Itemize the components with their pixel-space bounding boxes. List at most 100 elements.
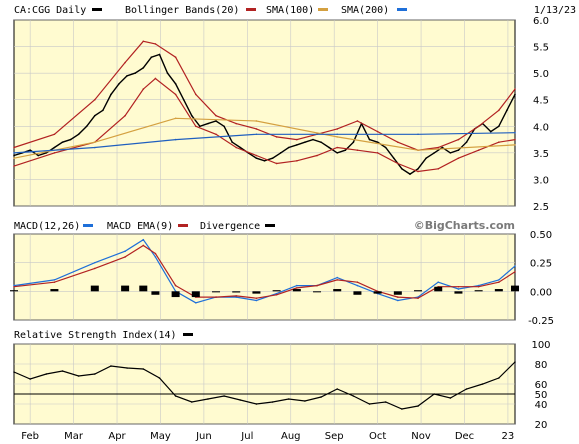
divergence-bar [474,290,483,292]
macd-label: MACD(12,26) [14,221,80,232]
divergence-bar [292,289,301,292]
data-point [142,368,145,370]
data-point [255,128,258,130]
data-point [356,281,359,283]
divergence-bar [90,285,99,292]
series-line [13,40,516,151]
sma100-label: SMA(100) [266,5,314,16]
x-tick-label: Jun [195,431,212,442]
data-point [457,138,460,141]
y-tick-label: 4.5 [533,96,549,107]
data-point [154,252,157,255]
divergence-bar [252,291,261,294]
x-tick-label: Mar [64,431,84,442]
data-point [376,130,379,133]
data-point [255,403,258,405]
data-point [417,405,419,407]
data-point [397,296,399,298]
data-point [336,276,339,279]
sma200-swatch [397,8,407,11]
divergence-bar [353,291,362,295]
data-point [53,279,56,281]
data-point [94,373,96,375]
data-point [275,136,278,138]
x-tick-label: Aug [281,431,301,442]
date-label: 1/13/23 [534,5,576,16]
data-point [13,154,15,157]
data-point [53,152,56,154]
y-tick-label: 3.0 [533,175,549,186]
data-point [195,302,197,304]
data-point [498,377,500,379]
data-point [174,284,177,287]
divergence-bar [511,285,519,292]
divergence-bar [414,290,423,292]
series-line [13,244,516,299]
divergence-bar [313,291,322,293]
data-point [61,370,64,372]
data-point [126,367,128,369]
x-tick-label: Nov [411,431,431,442]
data-point [449,397,452,399]
price-panel [13,19,516,207]
data-point [392,157,395,159]
data-point [433,152,435,154]
data-point [29,378,31,380]
divergence-bar [373,291,382,294]
data-point [102,109,104,112]
data-point [235,122,238,125]
data-point [239,399,242,401]
macd-ema-label: MACD EMA(9) [107,221,173,232]
data-point [45,373,48,375]
y-tick-label: 3.5 [533,149,549,160]
divergence-bar [212,291,221,293]
divergence-bar [454,291,463,294]
divergence-bar [10,290,18,292]
data-point [174,138,177,141]
series-line [13,361,516,410]
data-point [174,117,177,120]
data-point [498,281,500,283]
data-point [124,114,126,117]
data-point [150,56,153,58]
data-point [401,168,403,170]
data-point [29,149,31,151]
data-point [498,279,500,281]
bollinger-swatch [246,8,256,11]
data-point [498,125,500,128]
rsi-label: Relative Strength Index(14) [14,330,177,341]
y-tick-label: 0.00 [530,287,552,298]
divergence-bar [272,290,281,292]
data-point [514,88,516,90]
data-point [174,56,177,58]
data-point [53,146,56,149]
data-point [514,144,516,146]
series-line [13,77,516,173]
data-point [514,131,516,134]
data-point [441,146,444,149]
divergence-bar [393,291,402,295]
data-point [231,141,233,144]
data-point [215,133,217,136]
data-point [255,299,258,302]
data-point [397,299,399,302]
data-point [397,162,399,165]
data-point [296,287,298,289]
data-point [514,361,516,363]
data-point [481,383,484,385]
data-point [255,157,258,159]
data-point [124,61,126,64]
data-point [195,93,197,96]
data-point [320,396,322,398]
data-point [239,146,242,149]
data-point [85,125,88,128]
data-point [514,93,516,96]
data-point [417,168,419,170]
data-point [94,141,96,144]
data-point [356,149,359,151]
sma100-swatch [318,8,328,11]
data-point [312,138,314,141]
data-point [13,146,15,149]
data-point [368,138,371,141]
